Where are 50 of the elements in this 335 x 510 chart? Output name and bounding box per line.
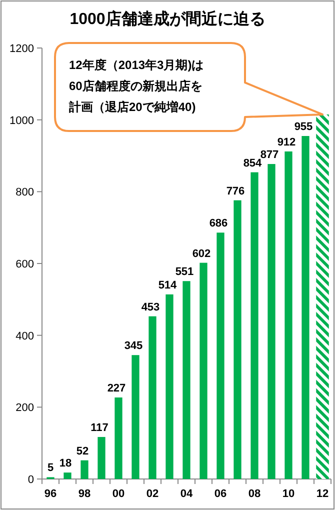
- y-tick-label: 200: [16, 402, 34, 414]
- data-label: 776: [226, 185, 245, 198]
- bar: [148, 316, 156, 479]
- bar: [64, 472, 72, 479]
- data-label: 18: [59, 458, 72, 470]
- y-tick-label: 400: [16, 330, 34, 342]
- x-tick-label: 02: [146, 488, 159, 500]
- bar: [316, 114, 329, 479]
- bar: [200, 262, 208, 479]
- data-label: 117: [90, 422, 108, 434]
- annotation: 12年度（2013年3月期)は60店舗程度の新規出店を計画（退店20で純増40): [68, 58, 204, 114]
- bar: [302, 136, 310, 479]
- bar: [234, 200, 242, 479]
- x-tick-label: 10: [282, 488, 295, 500]
- x-tick-label: 98: [78, 488, 91, 500]
- data-label: 912: [277, 136, 296, 148]
- data-label: 345: [124, 340, 143, 352]
- chart-title: 1000店舗達成が間近に迫る: [70, 9, 266, 28]
- data-label: 854: [243, 157, 263, 170]
- data-label: 877: [260, 149, 279, 162]
- data-label: 686: [209, 218, 228, 230]
- y-tick-label: 1200: [10, 43, 34, 55]
- x-tick-label: 12: [316, 488, 329, 500]
- data-label: 955: [294, 120, 313, 133]
- x-tick-label: 04: [180, 488, 194, 500]
- bar: [182, 281, 190, 479]
- data-label: 52: [76, 445, 89, 458]
- bar: [132, 355, 140, 479]
- y-tick-label: 800: [16, 186, 34, 199]
- y-tick-label: 600: [16, 258, 34, 270]
- bar: [284, 151, 292, 479]
- data-label: 5: [47, 462, 54, 474]
- bar: [250, 172, 258, 479]
- bar: [268, 164, 276, 479]
- data-label: 227: [107, 382, 126, 394]
- x-tick-label: 06: [214, 488, 227, 500]
- y-tick-label: 0: [28, 474, 34, 486]
- bar: [216, 232, 224, 479]
- x-tick-label: 08: [248, 488, 261, 500]
- data-label: 514: [158, 279, 178, 292]
- x-tick-label: 96: [44, 488, 57, 500]
- bar: [114, 397, 122, 479]
- bar: [80, 460, 88, 479]
- bar: [166, 294, 174, 479]
- data-label: 602: [192, 248, 211, 260]
- bar: [98, 436, 106, 479]
- y-tick-label: 1000: [10, 114, 34, 127]
- data-label: 453: [141, 301, 160, 314]
- x-tick-label: 00: [112, 488, 125, 500]
- data-label: 551: [175, 266, 194, 278]
